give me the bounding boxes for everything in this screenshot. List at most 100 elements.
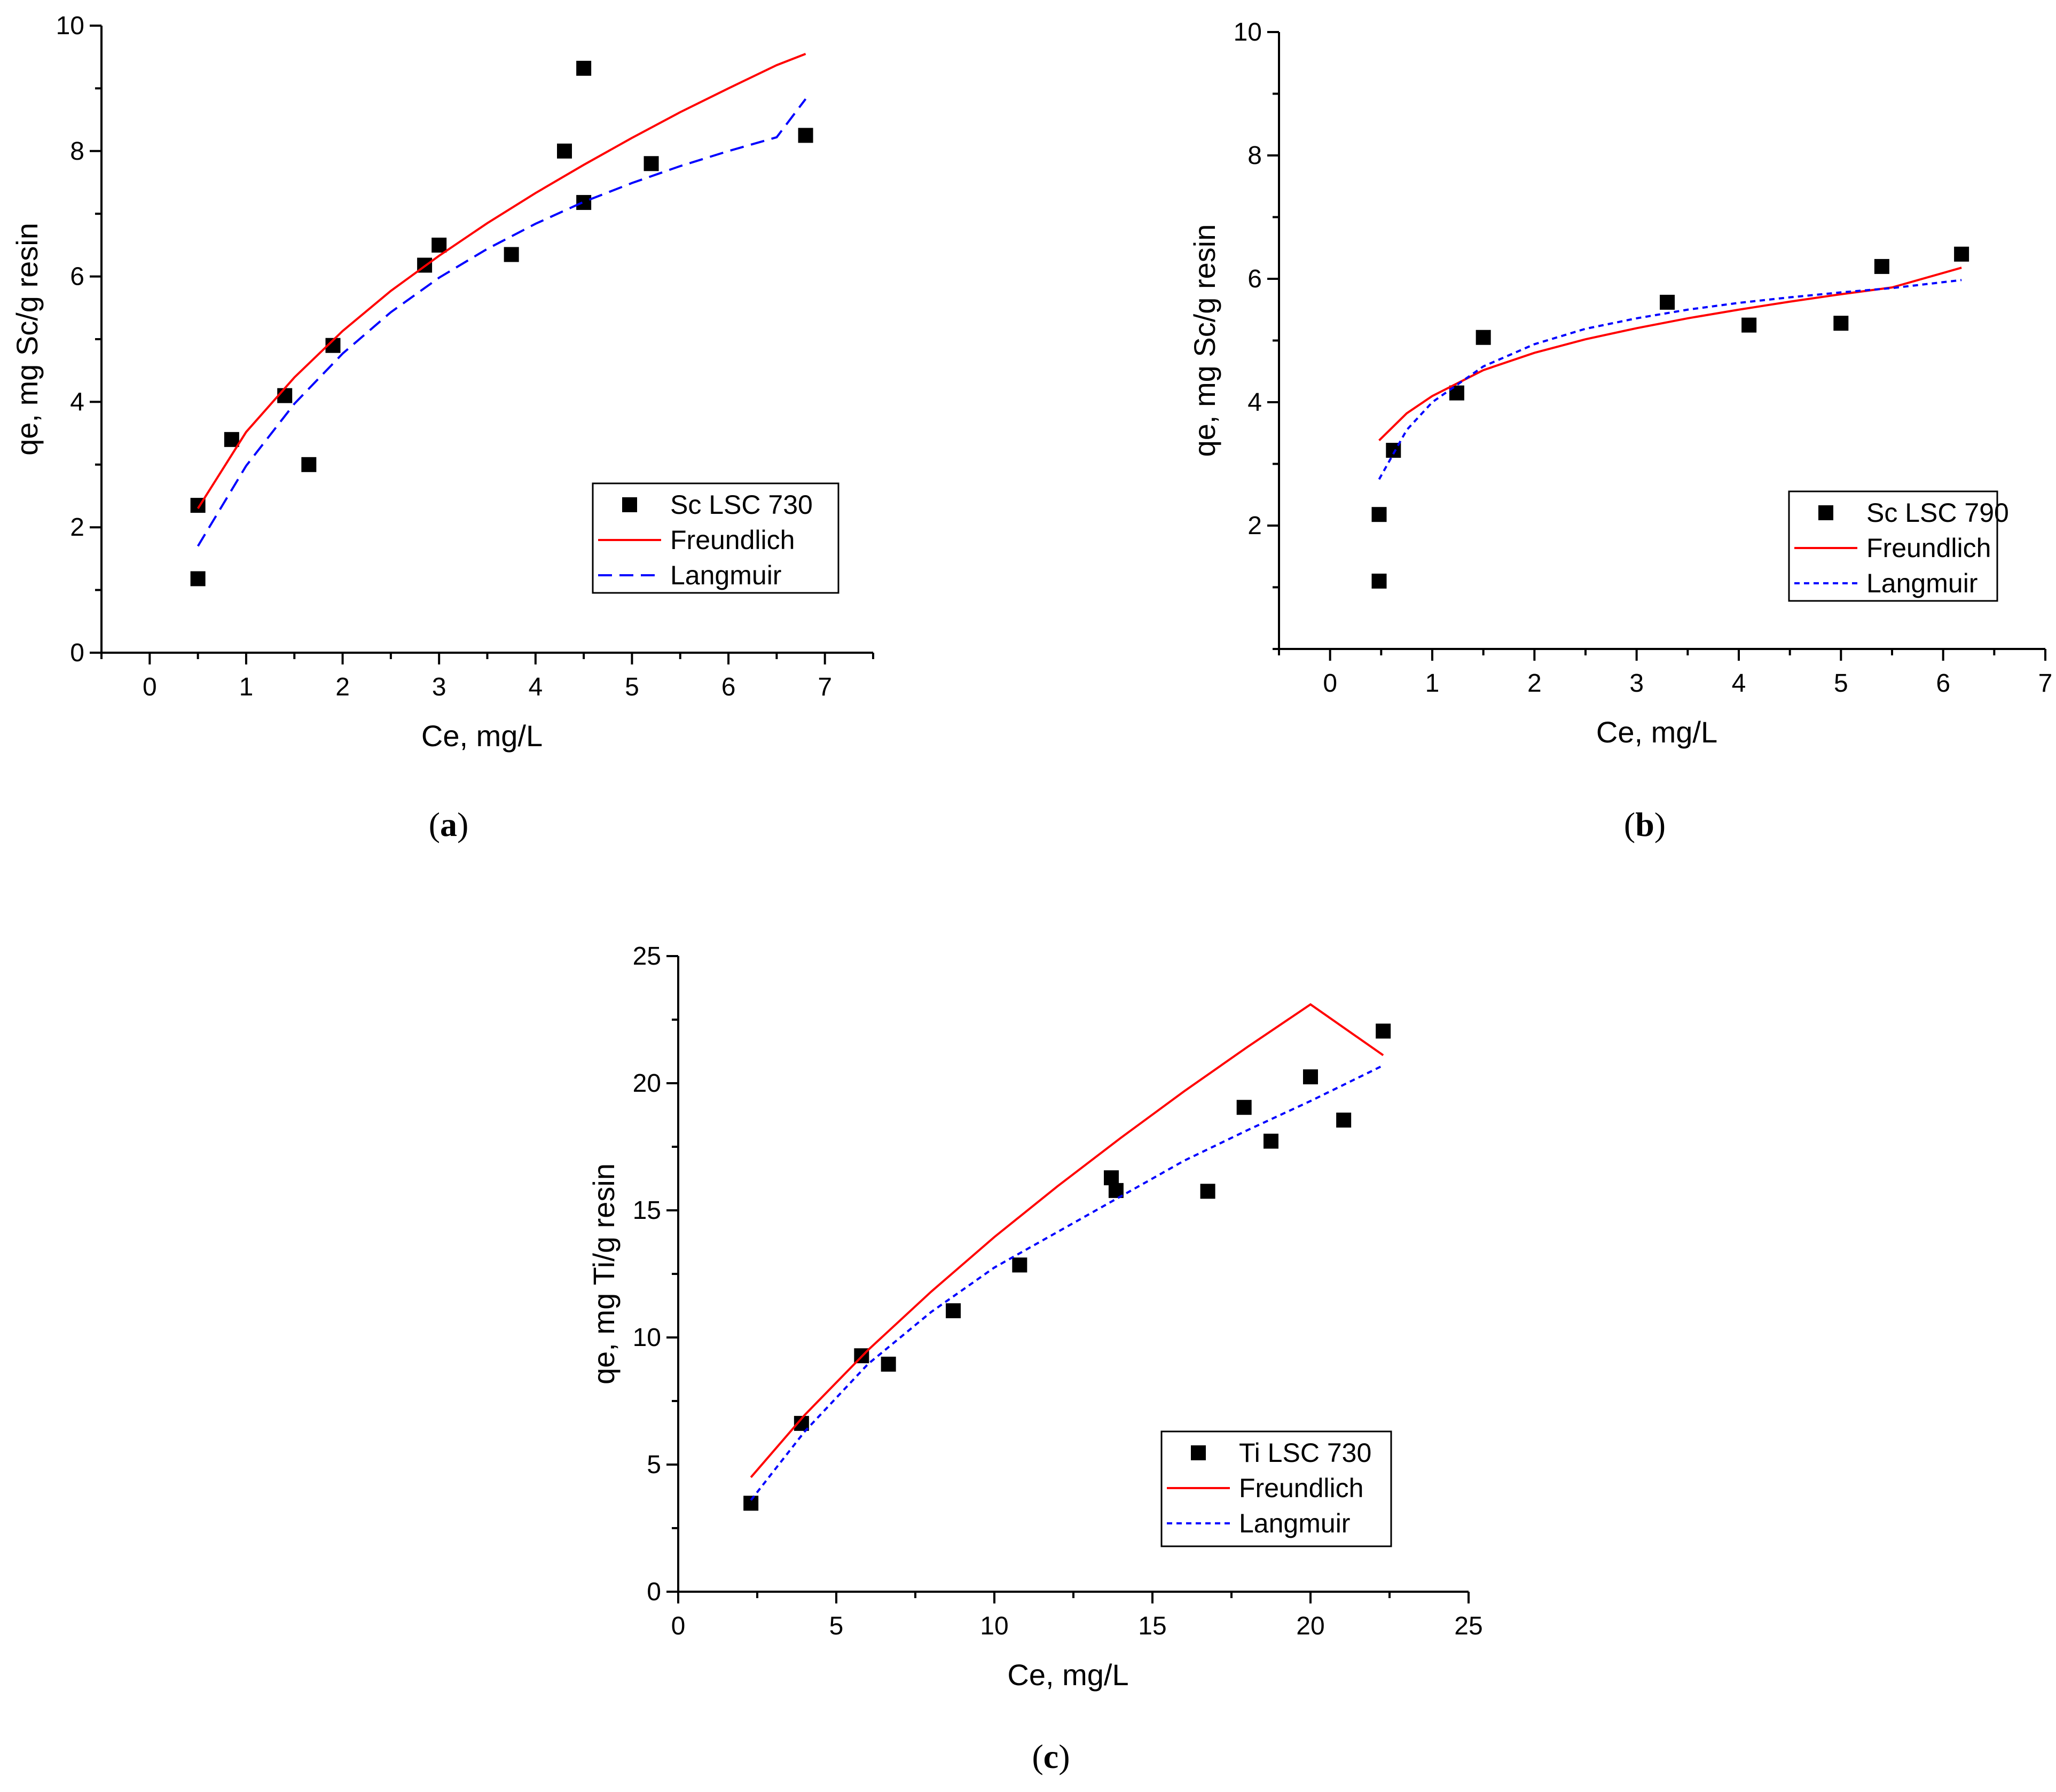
series-line-langmuir	[750, 1064, 1384, 1501]
series-line-freundlich	[1378, 267, 1962, 442]
data-point	[1874, 259, 1889, 274]
legend-label: Langmuir	[1866, 568, 1977, 598]
data-point	[1200, 1184, 1215, 1199]
legend-label: Langmuir	[670, 560, 781, 590]
data-point	[1376, 1023, 1391, 1039]
data-point	[557, 143, 572, 159]
x-tick-label: 5	[1834, 669, 1848, 698]
y-tick-label: 6	[1247, 265, 1262, 293]
y-tick-label: 2	[70, 513, 84, 542]
x-tick-label: 1	[239, 673, 254, 701]
x-tick-label: 1	[1425, 669, 1440, 698]
data-point	[190, 571, 206, 586]
x-tick-label: 2	[335, 673, 350, 701]
y-axis-title: qe, mg Ti/g resin	[587, 1163, 621, 1384]
data-point	[1371, 573, 1387, 589]
legend-label: Sc LSC 730	[670, 490, 813, 520]
y-axis-title: qe, mg Sc/g resin	[10, 223, 44, 456]
x-axis-title: Ce, mg/L	[1596, 715, 1717, 749]
data-point	[1741, 317, 1757, 333]
x-tick-label: 0	[143, 673, 157, 701]
series-line-langmuir	[197, 98, 807, 547]
legend-label: Freundlich	[1239, 1473, 1363, 1503]
data-point	[1303, 1069, 1318, 1085]
x-tick-label: 0	[671, 1612, 686, 1640]
panel-label: (b)	[1624, 805, 1666, 843]
data-point	[1371, 507, 1387, 522]
data-point	[881, 1356, 896, 1372]
x-tick-label: 5	[829, 1612, 844, 1640]
x-tick-label: 6	[1936, 669, 1950, 698]
x-tick-label: 10	[980, 1612, 1008, 1640]
legend-marker	[622, 497, 637, 512]
panel-label: (a)	[429, 805, 469, 843]
data-point	[504, 247, 519, 262]
data-point	[798, 128, 813, 143]
x-tick-label: 25	[1454, 1612, 1482, 1640]
y-tick-label: 4	[1247, 388, 1262, 417]
data-point	[1954, 246, 1969, 262]
x-tick-label: 6	[721, 673, 736, 701]
y-tick-label: 10	[1234, 18, 1262, 46]
legend-label: Langmuir	[1239, 1508, 1350, 1538]
y-tick-label: 4	[70, 388, 84, 416]
data-point	[576, 195, 592, 210]
series-line-freundlich	[197, 52, 806, 510]
x-tick-label: 2	[1527, 669, 1542, 698]
legend-marker	[1818, 505, 1833, 520]
y-tick-label: 8	[70, 137, 84, 166]
x-tick-label: 20	[1296, 1612, 1324, 1640]
legend-label: Freundlich	[1866, 533, 1991, 563]
data-point	[644, 156, 659, 171]
x-tick-label: 7	[818, 673, 832, 701]
y-tick-label: 5	[647, 1451, 661, 1479]
legend-marker	[1191, 1445, 1206, 1460]
y-tick-label: 8	[1247, 142, 1262, 170]
x-axis-title: Ce, mg/L	[421, 719, 543, 753]
data-point	[576, 60, 592, 76]
y-tick-label: 0	[70, 639, 84, 667]
data-point	[224, 432, 239, 447]
y-tick-label: 0	[647, 1578, 661, 1606]
y-tick-label: 2	[1247, 512, 1262, 540]
data-point	[1833, 316, 1849, 331]
y-tick-label: 15	[633, 1196, 661, 1225]
legend-label: Sc LSC 790	[1866, 498, 2009, 528]
legend-label: Freundlich	[670, 525, 795, 555]
data-point	[1660, 294, 1675, 310]
data-point	[1236, 1100, 1252, 1115]
panel-label: (c)	[1032, 1738, 1070, 1775]
x-tick-label: 5	[625, 673, 639, 701]
legend-label: Ti LSC 730	[1239, 1438, 1371, 1468]
x-tick-label: 4	[1732, 669, 1746, 698]
data-point	[431, 237, 447, 253]
data-point	[301, 457, 317, 472]
x-axis-title: Ce, mg/L	[1007, 1658, 1128, 1692]
y-tick-label: 25	[633, 942, 661, 971]
data-point	[743, 1496, 759, 1511]
data-point	[1104, 1170, 1119, 1186]
data-point	[946, 1303, 961, 1319]
data-point	[1012, 1257, 1027, 1273]
x-tick-label: 15	[1138, 1612, 1166, 1640]
x-tick-label: 7	[2038, 669, 2053, 698]
data-point	[1264, 1133, 1278, 1149]
x-tick-label: 4	[528, 673, 543, 701]
series-line-langmuir	[1378, 279, 1962, 480]
x-tick-label: 0	[1323, 669, 1337, 698]
data-point	[277, 388, 293, 403]
x-tick-label: 3	[1629, 669, 1644, 698]
y-tick-label: 20	[633, 1069, 661, 1098]
y-axis-title: qe, mg Sc/g resin	[1188, 224, 1221, 457]
data-point	[1336, 1113, 1352, 1128]
y-tick-label: 10	[633, 1324, 661, 1352]
series-line-freundlich	[750, 1003, 1384, 1478]
x-tick-label: 3	[432, 673, 446, 701]
y-tick-label: 6	[70, 263, 84, 291]
data-point	[1476, 330, 1491, 345]
chart-panel-a: 0 2 4 6 8 10 0 1 2 3 4 5 6 7 Ce, mg/L qe, mg Sc/g resin…	[10, 12, 874, 843]
chart-panel-b: 2 4 6 8 10 0 1 2 3 4 5 6 7 Ce, mg/L qe, mg Sc/g resin S…	[1188, 18, 2052, 843]
y-tick-label: 10	[56, 12, 84, 40]
chart-panel-c: 0 5 10 15 20 25 0 5 10 15 20 25 Ce, mg/L qe, mg Ti/g …	[587, 942, 1483, 1775]
